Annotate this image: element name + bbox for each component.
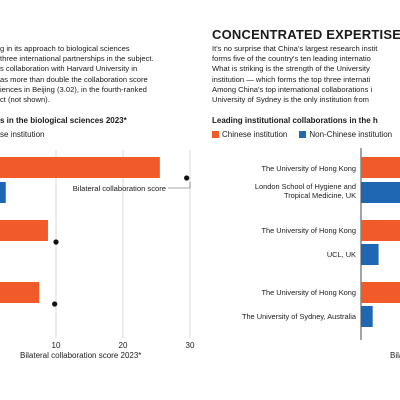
right-bar — [361, 244, 379, 265]
bar-label: The University of Hong Kong — [262, 164, 356, 173]
right-chart-subtitle: Leading institutional collaborations in … — [212, 116, 378, 125]
left-x-axis-label: Bilateral collaboration score 2023* — [20, 351, 141, 360]
left-chart: Bilateral collaboration score 10 20 30 B… — [0, 150, 195, 360]
right-chart: Bilat — [360, 148, 400, 360]
right-bar — [361, 306, 373, 327]
left-annotation: Bilateral collaboration score — [73, 184, 166, 193]
left-intro: g in its approach to biological sciences… — [0, 44, 154, 105]
bar-label-line: The University of Hong Kong — [261, 226, 356, 235]
left-tick-label: 30 — [186, 341, 195, 350]
right-intro-line: institution — which forms the top three … — [212, 74, 371, 84]
bar-label-line: UCL, UK — [326, 250, 356, 259]
bar-label: UCL, UK — [327, 250, 356, 259]
left-intro-line: g in its approach to biological sciences — [0, 44, 130, 53]
right-bar — [361, 220, 400, 241]
bar-label-line: London School of Hygiene and — [254, 182, 356, 191]
right-intro-line: forms five of the country's ten leading … — [212, 54, 371, 64]
left-intro-line: ct (not shown). — [0, 95, 50, 105]
bar-label: The University of Hong Kong — [262, 288, 356, 297]
bar-label: The University of Hong Kong — [262, 226, 356, 235]
left-intro-line: s collaboration with Harvard University … — [0, 64, 138, 74]
bar-label-line: The University of Sydney, Australia — [241, 312, 356, 321]
right-legend: Chinese institution Non-Chinese institut… — [212, 130, 392, 139]
left-score-dot — [53, 239, 59, 245]
left-bar — [0, 157, 160, 178]
right-x-axis-label: Bilat — [390, 351, 400, 360]
right-intro-line: What is striking is the strength of the … — [212, 64, 370, 74]
left-tick-label: 10 — [52, 341, 61, 350]
left-tick-label: 20 — [119, 341, 128, 350]
right-intro-line: It's no surprise that China's largest re… — [212, 44, 378, 53]
bar-label-line: Tropical Medicine, UK — [283, 191, 356, 201]
left-intro-line: as more than double the collaboration sc… — [0, 74, 148, 84]
right-bar — [361, 282, 400, 303]
legend-swatch-chinese — [212, 131, 219, 138]
right-intro: It's no surprise that China's largest re… — [212, 44, 377, 105]
right-intro-line: University of Sydney is the only institu… — [212, 95, 370, 105]
right-heading: CONCENTRATED EXPERTISE — [212, 27, 400, 42]
left-score-dot — [52, 301, 58, 307]
legend-swatch-non-chinese — [299, 131, 307, 138]
bar-label-line: The University of Hong Kong — [261, 164, 356, 173]
left-bar — [0, 182, 6, 203]
right-bar — [361, 157, 400, 178]
right-bar — [361, 182, 400, 203]
bar-label: The University of Sydney, Australia — [242, 312, 356, 321]
left-bar — [0, 282, 40, 303]
left-score-dot — [184, 175, 190, 181]
bar-label: London School of Hygiene and Tropical Me… — [255, 182, 356, 201]
left-legend-label: se institution — [0, 130, 45, 139]
legend-label-chinese: Chinese institution — [222, 130, 288, 139]
left-chart-subtitle: s in the biological sciences 2023* — [0, 116, 127, 125]
left-legend-item: se institution — [0, 130, 44, 139]
left-intro-line: iences in Beijing (3.02), in the fourth-… — [0, 84, 147, 94]
legend-label-non-chinese: Non-Chinese institution — [309, 130, 393, 139]
right-intro-line: Among China's top international collabor… — [212, 84, 373, 94]
left-bar — [0, 220, 48, 241]
bar-label-line: The University of Hong Kong — [261, 288, 356, 297]
left-intro-line: three international partnerships in the … — [0, 54, 154, 64]
